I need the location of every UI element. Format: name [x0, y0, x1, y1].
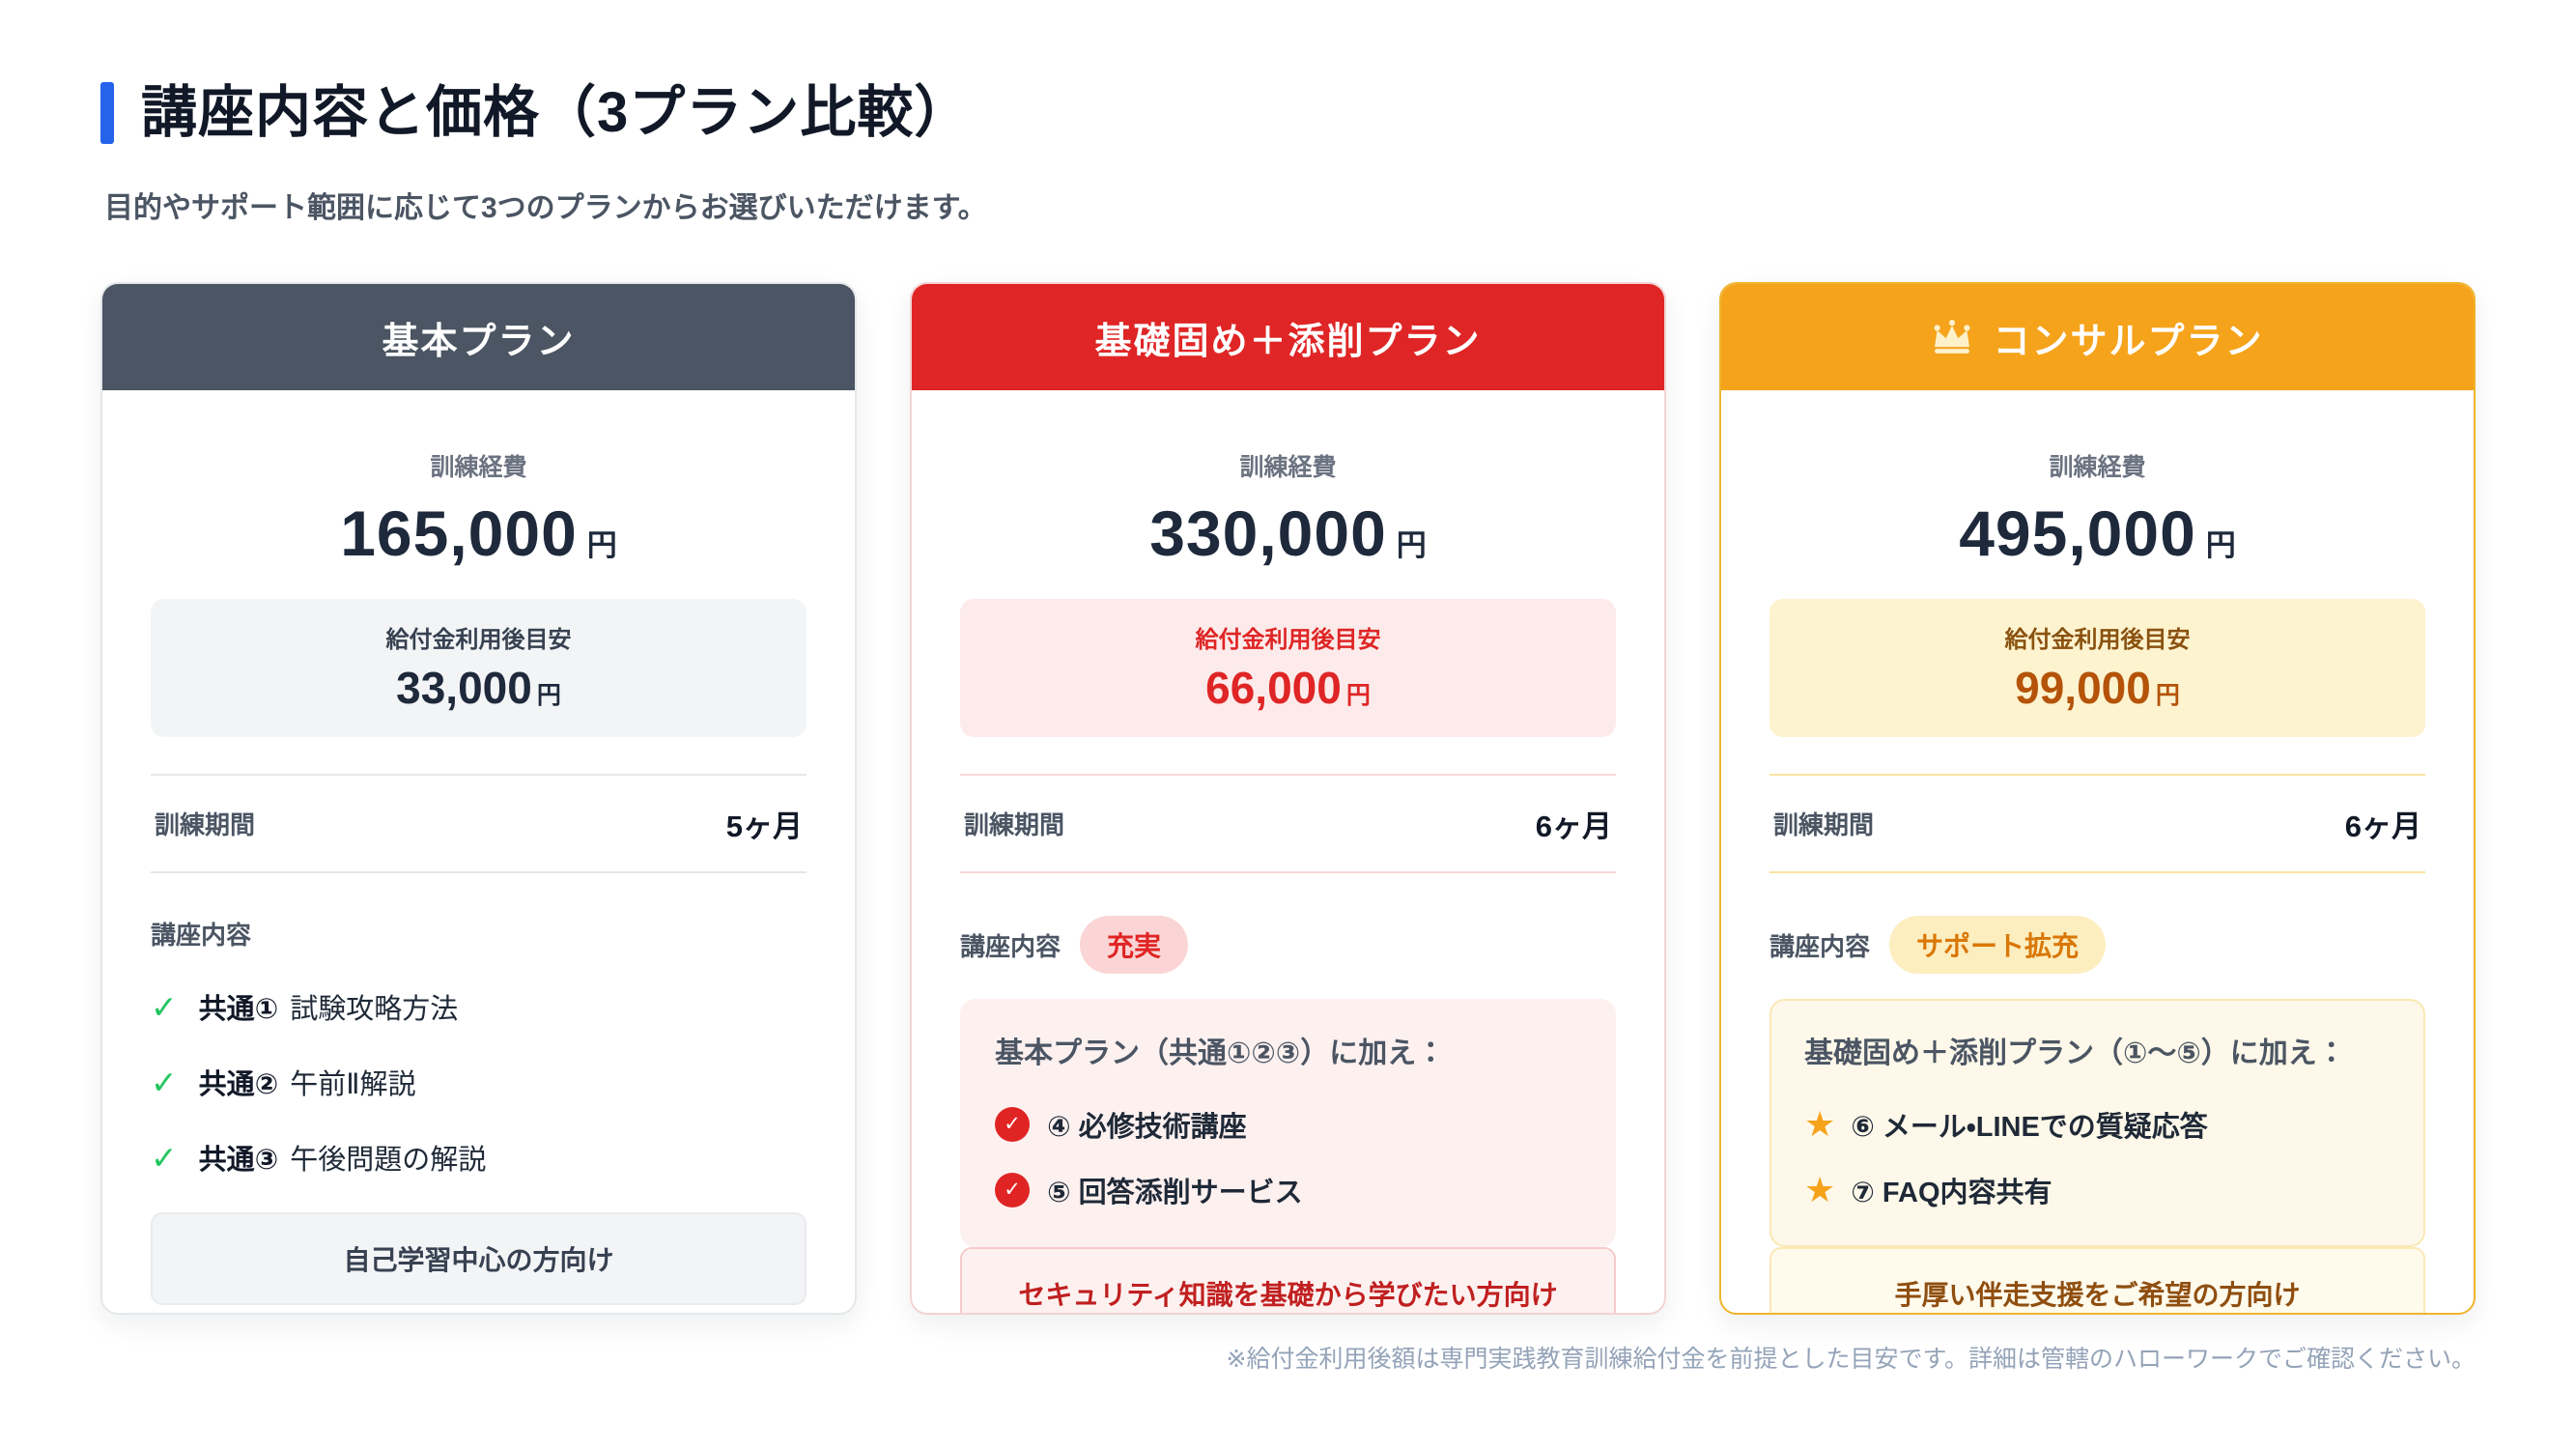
plan-basic-name: 基本プラン [382, 321, 576, 362]
star-icon: ★ [1804, 1103, 1836, 1144]
feature-text: 午前Ⅱ解説 [290, 1069, 416, 1100]
price-value: 165,000 [340, 497, 578, 569]
addon-box: 基本プラン（共通①②③）に加え： ✓ ④ 必修技術講座 ✓ ⑤ 回答添削サービス [960, 999, 1616, 1247]
plan-standard-price: 330,000 円 [912, 497, 1664, 570]
feature-text: 試験攻略方法 [290, 994, 459, 1025]
subsidy-box: 給付金利用後目安 99,000 円 [1769, 599, 2425, 737]
training-period-row: 訓練期間 5ヶ月 [151, 774, 807, 873]
check-circle-icon: ✓ [995, 1106, 1030, 1142]
page-header: 講座内容と価格（3プラン比較） [100, 75, 2476, 151]
course-content-row: 講座内容 充実 [960, 916, 1616, 974]
training-period-label: 訓練期間 [1773, 810, 1875, 839]
training-period-value: 6ヶ月 [2344, 810, 2421, 843]
checkmark-icon: ✓ [151, 1139, 178, 1176]
list-item: ★ ⑥ メール・LINEでの質疑応答 [1804, 1104, 2391, 1145]
yen-suffix: 円 [1396, 528, 1427, 562]
list-item: ✓ ⑤ 回答添削サービス [995, 1170, 1581, 1210]
yen-suffix: 円 [536, 682, 561, 709]
feature-list: ✓ 共通① 試験攻略方法 ✓ 共通② 午前Ⅱ解説 ✓ 共通③ 午後問題の解説 [151, 986, 807, 1212]
feature-prefix: 共通② [198, 1069, 279, 1100]
checkmark-icon: ✓ [151, 1064, 178, 1100]
plan-badge: 充実 [1080, 916, 1189, 974]
yen-suffix: 円 [1345, 682, 1371, 709]
course-content-row: 講座内容 [151, 916, 807, 952]
subsidy-box: 給付金利用後目安 66,000 円 [960, 599, 1616, 737]
addon-list: ✓ ④ 必修技術講座 ✓ ⑤ 回答添削サービス [995, 1104, 1581, 1210]
plan-card-premium: コンサルプラン 訓練経費 495,000 円 給付金利用後目安 99,000 円 訓… [1719, 282, 2476, 1315]
plan-premium-price: 495,000 円 [1721, 497, 2474, 570]
list-item: ✓ ④ 必修技術講座 [995, 1104, 1581, 1145]
course-content-label: 講座内容 [1769, 931, 1871, 961]
training-period-value: 6ヶ月 [1535, 810, 1612, 843]
plan-badge: サポート拡充 [1889, 916, 2107, 974]
training-cost-label: 訓練経費 [1239, 454, 1337, 481]
plan-premium-name: コンサルプラン [1993, 321, 2264, 362]
subsidy-label: 給付金利用後目安 [2004, 627, 2191, 653]
addon-intro: 基本プラン（共通①②③）に加え： [995, 1037, 1446, 1069]
subsidy-value: 33,000 [396, 663, 532, 713]
plan-cards-row: 基本プラン 訓練経費 165,000 円 給付金利用後目安 33,000 円 訓練期… [100, 282, 2476, 1315]
plan-basic-header: 基本プラン [102, 284, 855, 390]
star-icon: ★ [1804, 1169, 1836, 1209]
feature-prefix: 共通③ [198, 1145, 279, 1176]
price-value: 495,000 [1959, 497, 2196, 569]
subsidy-price: 33,000 円 [160, 662, 797, 714]
addon-text: ⑤ 回答添削サービス [1047, 1177, 1303, 1208]
crown-icon [1931, 319, 1973, 355]
page-subtitle: 目的やサポート範囲に応じて3つのプランからお選びいただけます。 [104, 192, 987, 224]
subsidy-value: 66,000 [1205, 663, 1342, 713]
plan-standard-body: 訓練経費 330,000 円 給付金利用後目安 66,000 円 訓練期間 6ヶ月 … [912, 390, 1664, 1313]
plan-premium-body: 訓練経費 495,000 円 給付金利用後目安 99,000 円 訓練期間 6ヶ月 … [1721, 390, 2474, 1313]
plan-card-basic: 基本プラン 訓練経費 165,000 円 給付金利用後目安 33,000 円 訓練期… [100, 282, 857, 1315]
plan-basic-price: 165,000 円 [102, 497, 855, 570]
target-audience-box: 手厚い伴走支援をご希望の方向け [1769, 1246, 2425, 1313]
feature-text: 午後問題の解説 [290, 1145, 487, 1176]
subsidy-label: 給付金利用後目安 [1195, 627, 1381, 653]
list-item: ✓ 共通② 午前Ⅱ解説 [151, 1062, 807, 1102]
subsidy-price: 99,000 円 [1779, 662, 2416, 714]
check-circle-icon: ✓ [995, 1172, 1030, 1208]
training-period-row: 訓練期間 6ヶ月 [1769, 774, 2425, 873]
yen-suffix: 円 [2155, 682, 2180, 709]
addon-text: ⑥ メール・LINEでの質疑応答 [1851, 1111, 2208, 1143]
target-audience-box: 自己学習中心の方向け [151, 1212, 807, 1305]
list-item: ★ ⑦ FAQ内容共有 [1804, 1170, 2391, 1210]
subsidy-box: 給付金利用後目安 33,000 円 [151, 599, 807, 737]
training-cost-label: 訓練経費 [430, 454, 527, 481]
subsidy-price: 66,000 円 [970, 662, 1606, 714]
checkmark-icon: ✓ [151, 988, 178, 1025]
list-item: ✓ 共通① 試験攻略方法 [151, 986, 807, 1027]
plan-basic-body: 訓練経費 165,000 円 給付金利用後目安 33,000 円 訓練期間 5ヶ月 … [102, 390, 855, 1313]
price-value: 330,000 [1149, 497, 1387, 569]
addon-text: ⑦ FAQ内容共有 [1851, 1177, 2052, 1208]
addon-text: ④ 必修技術講座 [1047, 1111, 1247, 1143]
plan-premium-header: コンサルプラン [1721, 284, 2474, 390]
training-period-row: 訓練期間 6ヶ月 [960, 774, 1616, 873]
course-content-label: 講座内容 [960, 931, 1062, 961]
course-content-label: 講座内容 [151, 921, 252, 950]
training-period-label: 訓練期間 [155, 810, 256, 839]
training-period-value: 5ヶ月 [725, 810, 803, 843]
addon-intro: 基礎固め＋添削プラン（①〜⑤）に加え： [1804, 1037, 2346, 1069]
page-title: 講座内容と価格（3プラン比較） [141, 81, 972, 144]
plan-card-standard: 基礎固め＋添削プラン 訓練経費 330,000 円 給付金利用後目安 66,000… [910, 282, 1666, 1315]
target-audience-box: セキュリティ知識を基礎から学びたい方向け [960, 1246, 1616, 1313]
subsidy-label: 給付金利用後目安 [385, 627, 572, 653]
subsidy-value: 99,000 [2015, 663, 2151, 713]
yen-suffix: 円 [586, 528, 617, 562]
addon-box: 基礎固め＋添削プラン（①〜⑤）に加え： ★ ⑥ メール・LINEでの質疑応答 ★… [1769, 999, 2425, 1247]
course-content-row: 講座内容 サポート拡充 [1769, 916, 2425, 974]
yen-suffix: 円 [2205, 528, 2236, 562]
list-item: ✓ 共通③ 午後問題の解説 [151, 1137, 807, 1178]
addon-list: ★ ⑥ メール・LINEでの質疑応答 ★ ⑦ FAQ内容共有 [1804, 1104, 2391, 1210]
training-cost-label: 訓練経費 [2049, 454, 2146, 481]
plan-standard-header: 基礎固め＋添削プラン [912, 284, 1664, 390]
title-accent-bar [100, 82, 114, 144]
training-period-label: 訓練期間 [964, 810, 1065, 839]
feature-prefix: 共通① [198, 994, 279, 1025]
subsidy-footnote: ※給付金利用後額は専門実践教育訓練給付金を前提とした目安です。詳細は管轄のハロー… [1226, 1346, 2476, 1373]
plan-standard-name: 基礎固め＋添削プラン [1094, 321, 1482, 362]
